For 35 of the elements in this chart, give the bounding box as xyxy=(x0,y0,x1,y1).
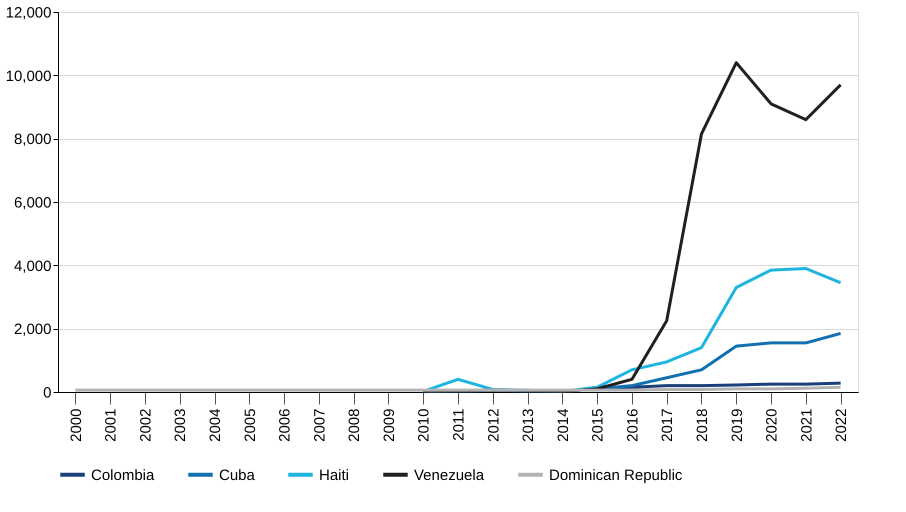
x-tick-label: 2001 xyxy=(102,408,120,442)
x-tick-label: 2009 xyxy=(380,408,398,442)
y-tick-label: 6,000 xyxy=(14,194,52,212)
y-tick-label: 0 xyxy=(43,384,52,402)
legend-label: Dominican Republic xyxy=(549,466,683,484)
y-tick-label: 2,000 xyxy=(14,321,52,338)
x-tick-label: 2017 xyxy=(659,408,676,442)
x-tick-label: 2002 xyxy=(137,408,154,442)
y-tick-label: 8,000 xyxy=(14,131,52,148)
x-tick-label: 2006 xyxy=(276,408,294,442)
legend-label: Colombia xyxy=(91,466,156,484)
legend-label: Haiti xyxy=(319,466,350,484)
x-tick-label: 2015 xyxy=(590,408,607,442)
x-tick-label: 2016 xyxy=(624,408,642,442)
x-tick-label: 2005 xyxy=(242,408,259,442)
x-tick-label: 2003 xyxy=(172,408,190,442)
x-tick-label: 2014 xyxy=(554,408,572,442)
x-tick-label: 2013 xyxy=(520,408,538,442)
legend-label: Venezuela xyxy=(414,466,485,484)
x-tick-label: 2008 xyxy=(346,408,364,442)
x-tick-label: 2004 xyxy=(207,408,224,442)
x-tick-label: 2000 xyxy=(68,408,85,442)
x-tick-label: 2022 xyxy=(833,408,850,442)
x-tick-label: 2018 xyxy=(694,408,711,442)
x-tick-label: 2010 xyxy=(416,408,433,442)
x-tick-label: 2007 xyxy=(311,408,328,442)
legend-label: Cuba xyxy=(219,466,256,484)
x-tick-label: 2011 xyxy=(450,408,468,441)
x-tick-label: 2012 xyxy=(485,408,502,442)
y-tick-label: 12,000 xyxy=(6,4,52,22)
x-tick-label: 2019 xyxy=(728,408,746,442)
x-tick-label: 2021 xyxy=(798,408,816,442)
y-tick-label: 4,000 xyxy=(14,258,52,275)
x-tick-label: 2020 xyxy=(764,408,781,442)
y-tick-label: 10,000 xyxy=(6,68,52,85)
